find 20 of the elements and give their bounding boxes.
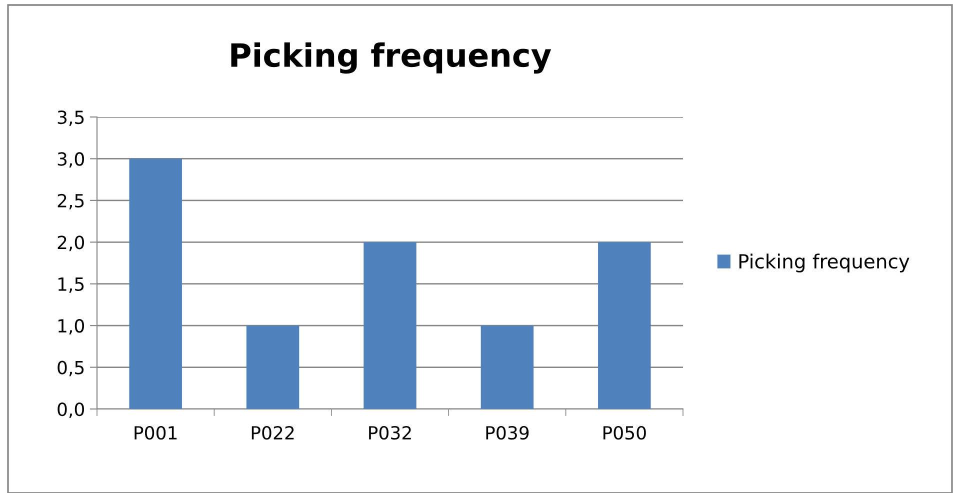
y-tick-label: 1,0 — [58, 319, 84, 335]
y-tick-label: 3,5 — [58, 110, 84, 126]
bar — [129, 158, 182, 409]
x-tick-label: P032 — [369, 426, 411, 440]
x-tick-label: P001 — [134, 426, 177, 440]
x-tick-label: P022 — [252, 426, 294, 440]
bar — [246, 326, 300, 409]
x-tick-label: P050 — [603, 426, 646, 440]
chart-title: Picking frequency — [231, 42, 552, 74]
y-tick-label: 2,0 — [58, 236, 84, 252]
y-tick-label: 1,5 — [58, 278, 84, 293]
bar — [598, 242, 651, 409]
bar — [364, 242, 416, 409]
x-tick-label: P039 — [486, 426, 529, 440]
y-tick-label: 3,0 — [58, 152, 84, 168]
bar — [480, 326, 534, 409]
y-tick-label: 2,5 — [58, 194, 84, 210]
legend-label: Picking frequency — [739, 254, 910, 272]
y-tick-label: 0,0 — [58, 402, 84, 418]
y-tick-label: 0,5 — [58, 360, 84, 376]
